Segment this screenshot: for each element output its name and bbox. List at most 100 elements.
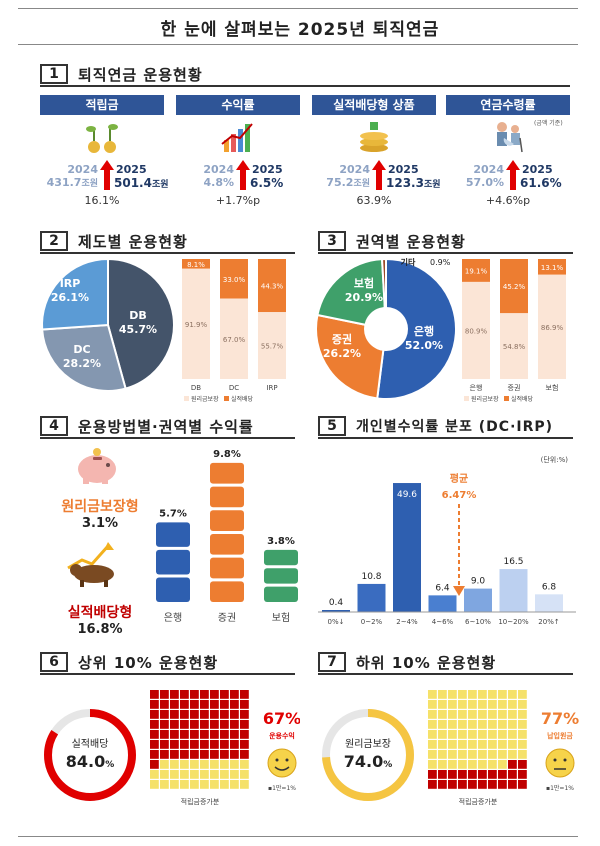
stack-perf-IRP bbox=[258, 259, 286, 313]
grid-cell bbox=[200, 720, 209, 729]
grid-cell bbox=[518, 730, 527, 739]
kpi-value-curr: 501.4조원 bbox=[114, 176, 184, 190]
grid-cell bbox=[448, 740, 457, 749]
smiley-icon-mouth bbox=[274, 766, 290, 771]
grid-cell bbox=[448, 730, 457, 739]
stack-perf-보험 bbox=[538, 259, 566, 275]
grid-cell bbox=[428, 770, 437, 779]
grid-cell bbox=[220, 710, 229, 719]
kpi-year-curr: 2025 bbox=[252, 163, 283, 176]
kpi-year-prev: 2024 bbox=[67, 163, 98, 176]
section-4-header: 4 운용방법별·권역별 수익률 bbox=[40, 415, 295, 439]
section-number: 5 bbox=[318, 416, 346, 436]
grid-cell bbox=[200, 690, 209, 699]
grid-label: 납입원금 bbox=[547, 731, 573, 740]
stack-guar-label: 55.7% bbox=[261, 343, 284, 351]
bar-segment-증권 bbox=[210, 581, 244, 602]
grid-cell bbox=[478, 710, 487, 719]
kpi-value-prev-unit: 조원 bbox=[353, 179, 370, 189]
grid-cell bbox=[180, 720, 189, 729]
grid-cell bbox=[200, 700, 209, 709]
grid-cell bbox=[240, 740, 249, 749]
grid-cell bbox=[438, 760, 447, 769]
grid-cell bbox=[230, 750, 239, 759]
grid-cell bbox=[200, 780, 209, 789]
grid-cell bbox=[458, 760, 467, 769]
stack-category: 증권 bbox=[508, 384, 521, 392]
grid-cell bbox=[488, 760, 497, 769]
kpi-value-prev: 431.7조원 bbox=[32, 176, 98, 189]
grid-cell bbox=[438, 710, 447, 719]
grid-cell bbox=[508, 740, 517, 749]
method-value-guaranteed: 3.1% bbox=[81, 516, 119, 531]
bar-segment-보험 bbox=[264, 586, 298, 602]
section-label: 권역별 운용현황 bbox=[356, 232, 466, 251]
grid-cell bbox=[200, 730, 209, 739]
bar-segment-보험 bbox=[264, 568, 298, 584]
stack-perf-DC bbox=[220, 259, 248, 299]
section-label: 상위 10% 운용현황 bbox=[78, 653, 219, 672]
piggy-bank-icon bbox=[74, 448, 120, 486]
grid-cell bbox=[230, 720, 239, 729]
grid-cell bbox=[190, 740, 199, 749]
stack-category: 보험 bbox=[546, 384, 559, 392]
section-3-header: 3 권역별 운용현황 bbox=[318, 230, 573, 254]
legend-performance: 실적배당 bbox=[231, 395, 254, 403]
grid-cell bbox=[468, 760, 477, 769]
grid-cell bbox=[488, 690, 497, 699]
grid-cell bbox=[518, 700, 527, 709]
grid-cell bbox=[478, 690, 487, 699]
grid-cell bbox=[438, 780, 447, 789]
section-label: 하위 10% 운용현황 bbox=[356, 653, 497, 672]
grid-cell bbox=[240, 780, 249, 789]
stack-perf-label: 13.1% bbox=[541, 264, 564, 272]
stack-guar-label: 67.0% bbox=[223, 336, 246, 344]
pie-value: 26.2% bbox=[323, 347, 361, 360]
bar-segment-증권 bbox=[210, 462, 244, 484]
grid-cell bbox=[220, 740, 229, 749]
grid-cell bbox=[150, 710, 159, 719]
grid-cell bbox=[468, 740, 477, 749]
ring-progress bbox=[322, 709, 414, 801]
stack-guar-은행 bbox=[462, 281, 490, 379]
dist-category: 4~6% bbox=[432, 618, 454, 626]
grid-cell bbox=[170, 750, 179, 759]
stack-category: 은행 bbox=[470, 383, 483, 392]
grid-cell bbox=[160, 770, 169, 779]
section-number: 6 bbox=[40, 652, 68, 672]
grid-cell bbox=[458, 730, 467, 739]
grid-cell bbox=[190, 690, 199, 699]
page-title: 한 눈에 살펴보는 2025년 퇴직연금 bbox=[160, 20, 440, 40]
grid-cell bbox=[170, 710, 179, 719]
stack-coins-icon bbox=[356, 120, 392, 154]
grid-cell bbox=[210, 750, 219, 759]
pie-slice-보험 bbox=[316, 258, 388, 331]
grid-cell bbox=[518, 770, 527, 779]
grid-cell bbox=[428, 760, 437, 769]
grid-pct: 77% bbox=[541, 709, 579, 728]
grid-cell bbox=[220, 750, 229, 759]
grid-cell bbox=[170, 690, 179, 699]
stack-guar-label: 91.9% bbox=[185, 321, 208, 329]
grid-cell bbox=[428, 780, 437, 789]
grid-cell bbox=[448, 690, 457, 699]
grid-cell bbox=[220, 730, 229, 739]
grid-cell bbox=[518, 710, 527, 719]
bar-segment-은행 bbox=[156, 549, 190, 575]
grid-cell bbox=[240, 730, 249, 739]
avg-value: 6.47% bbox=[442, 490, 477, 501]
grid-cell bbox=[478, 750, 487, 759]
grid-cell bbox=[498, 770, 507, 779]
dist-value: 9.0 bbox=[471, 577, 486, 587]
ring-value: 74.0% bbox=[344, 752, 393, 771]
grid-cell bbox=[200, 770, 209, 779]
grid-cell bbox=[448, 710, 457, 719]
kpi-change: 16.1% bbox=[84, 194, 120, 207]
pie-value: 28.2% bbox=[63, 357, 101, 370]
grid-cell bbox=[448, 720, 457, 729]
dist-bar-1 bbox=[357, 583, 386, 612]
grid-cell bbox=[150, 750, 159, 759]
grid-cell bbox=[428, 700, 437, 709]
pie-value: 52.0% bbox=[405, 339, 443, 352]
kpi-value-curr: 6.5% bbox=[250, 176, 320, 190]
